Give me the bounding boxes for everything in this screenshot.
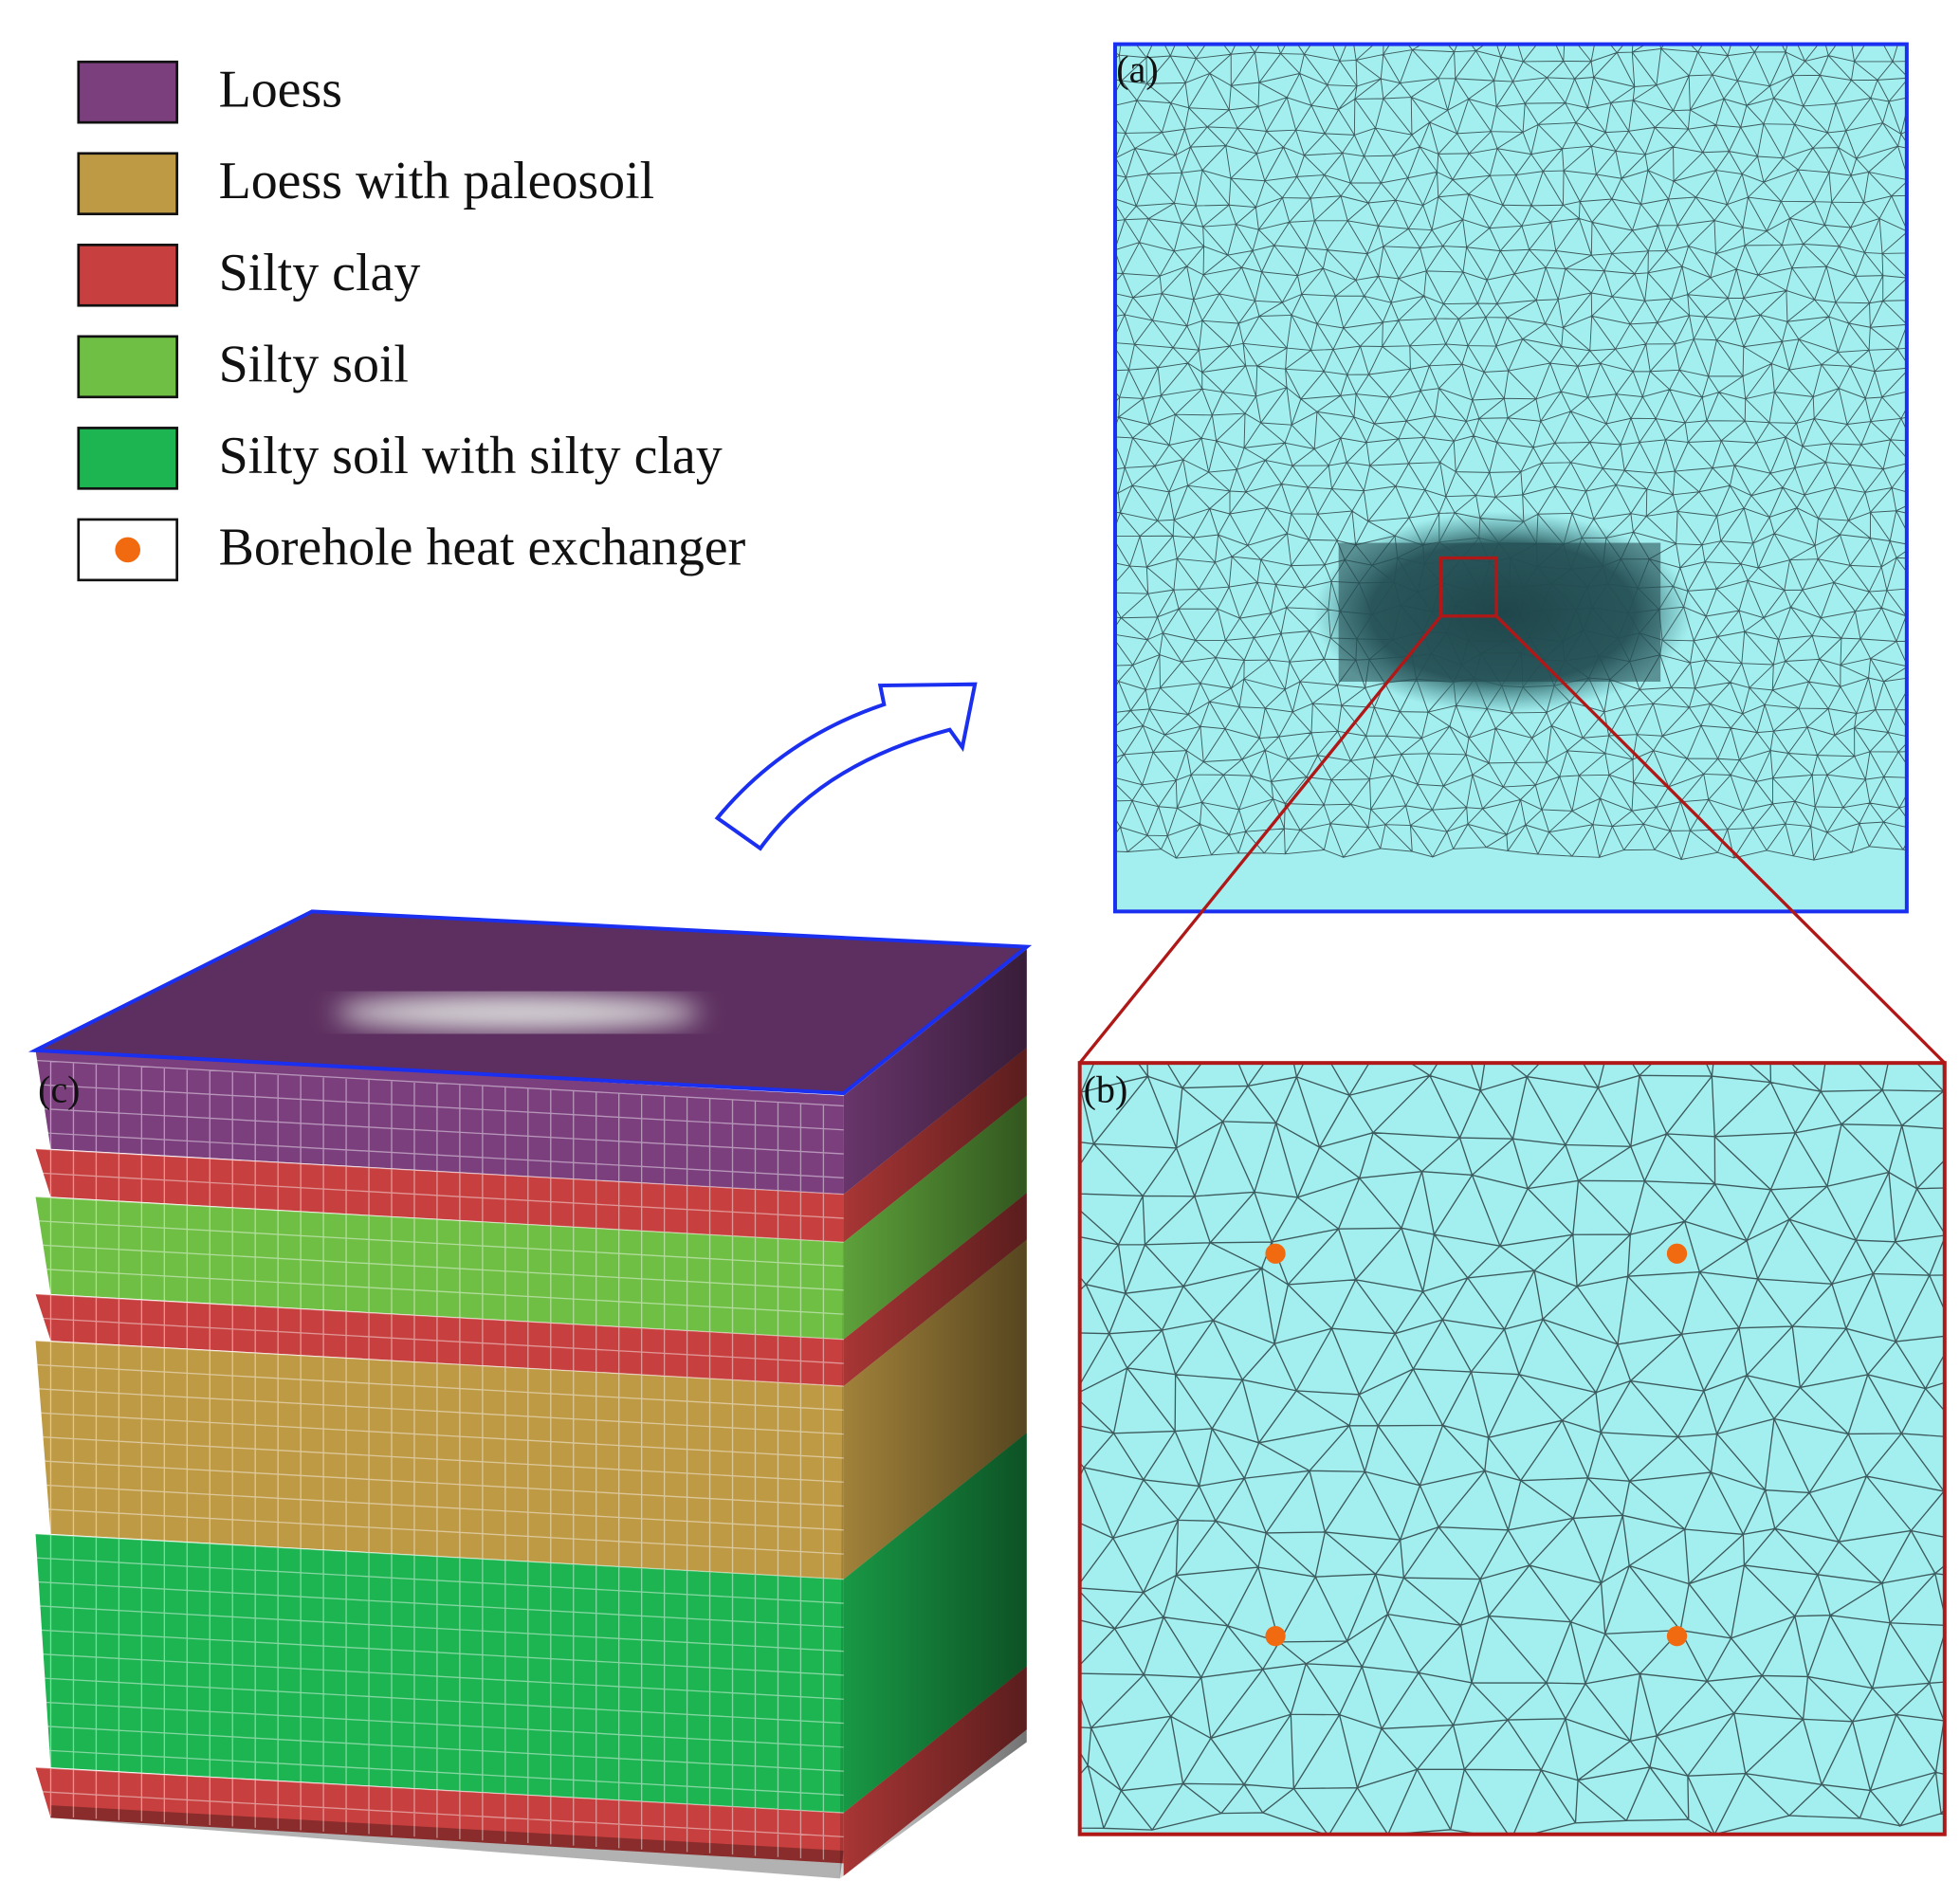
panel-label: (a) [1116, 47, 1158, 90]
panel-frame [1112, 42, 1909, 914]
refined-zone [335, 995, 702, 1031]
top-outline [27, 909, 1033, 1096]
mesh [1079, 1063, 1945, 1835]
legend: Loess Loess with paleosoil Silty clay Silty… [77, 60, 746, 582]
borehole [1265, 1626, 1286, 1647]
layer-front [35, 1767, 844, 1864]
arrow [714, 682, 978, 851]
layer-front [35, 1341, 844, 1580]
borehole [1265, 1243, 1286, 1264]
panel-frame [1077, 1061, 1947, 1836]
layer-front [35, 1148, 844, 1243]
layer-front [35, 1196, 844, 1340]
legend-label: Borehole heat exchanger [219, 518, 746, 576]
legend-swatch [77, 243, 178, 307]
legend-swatch [77, 427, 178, 490]
refined-zone [1338, 542, 1661, 683]
legend-label: Silty soil [219, 335, 409, 393]
zoom-line [1078, 614, 1442, 1065]
legend-swatch [77, 152, 178, 216]
zoom-line [1494, 614, 1946, 1065]
layer-front [35, 1293, 844, 1387]
boreholes [1265, 1243, 1688, 1647]
panel-label: (b) [1084, 1068, 1128, 1110]
legend-label: Loess [219, 61, 342, 119]
legend-swatch [77, 60, 178, 124]
legend-swatch [77, 335, 178, 399]
mesh-lines [1079, 1063, 1945, 1835]
side-shade [839, 946, 1027, 1879]
legend-label: Silty clay [219, 244, 421, 302]
borehole [1666, 1243, 1688, 1264]
cube-model [27, 909, 1033, 1879]
legend-label: Silty soil with silty clay [219, 427, 723, 485]
layer-front [35, 1533, 844, 1814]
mesh-panel-b [1079, 1063, 1945, 1835]
grid-lines [35, 1059, 844, 1860]
layer-front [35, 1050, 844, 1195]
zoom-box [1438, 556, 1498, 618]
legend-dot [115, 537, 141, 563]
legend-label: Loess with paleosoil [219, 152, 655, 210]
panel-label: (c) [38, 1068, 80, 1110]
bottom-shade [50, 1805, 844, 1879]
borehole [1666, 1626, 1688, 1647]
